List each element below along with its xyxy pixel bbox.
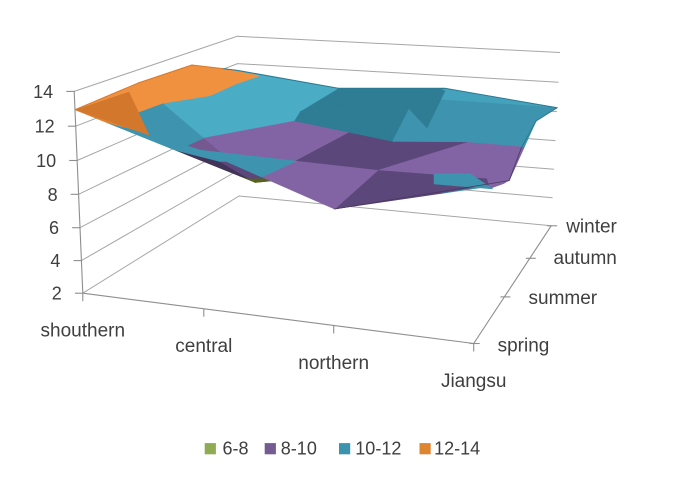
svg-text:shouthern: shouthern: [41, 321, 126, 342]
svg-text:northern: northern: [298, 353, 369, 374]
svg-text:6-8: 6-8: [223, 439, 249, 459]
svg-text:central: central: [175, 336, 232, 357]
svg-text:autumn: autumn: [554, 248, 617, 269]
svg-text:4: 4: [50, 251, 60, 271]
svg-text:8: 8: [48, 185, 58, 205]
svg-text:2: 2: [52, 284, 62, 304]
svg-text:6: 6: [49, 218, 59, 238]
svg-text:summer: summer: [529, 288, 598, 309]
svg-text:winter: winter: [565, 217, 617, 238]
svg-text:spring: spring: [498, 335, 550, 356]
svg-text:12: 12: [35, 117, 55, 137]
svg-text:14: 14: [33, 82, 53, 102]
svg-text:12-14: 12-14: [434, 439, 480, 459]
svg-text:10-12: 10-12: [355, 439, 401, 459]
svg-text:Jiangsu: Jiangsu: [441, 371, 507, 392]
svg-text:8-10: 8-10: [281, 439, 317, 459]
svg-text:10: 10: [36, 151, 56, 171]
